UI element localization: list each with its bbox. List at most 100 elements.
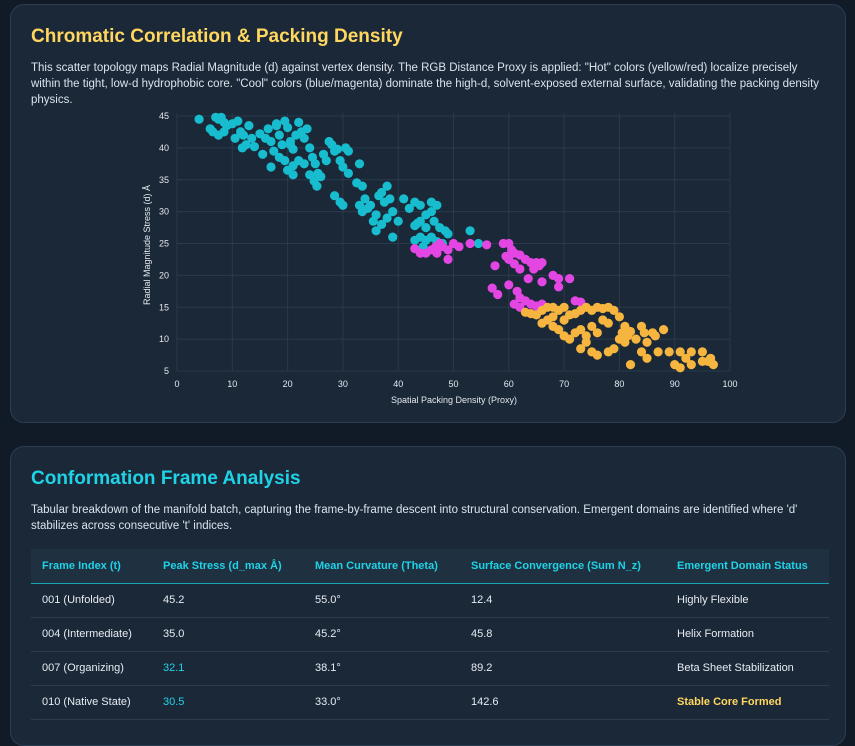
- cyan-data-point: [371, 226, 381, 236]
- cyan-data-point: [316, 172, 326, 182]
- cyan-data-point: [321, 156, 331, 166]
- domain-status-cell: Stable Core Formed: [666, 685, 829, 720]
- gold-data-point: [686, 360, 696, 370]
- cyan-data-point: [368, 216, 378, 226]
- cyan-data-point: [382, 213, 392, 223]
- cyan-data-point: [244, 121, 254, 131]
- table-row: 004 (Intermediate) 35.0 45.2° 45.8 Helix…: [31, 617, 829, 652]
- gold-data-point: [603, 318, 613, 328]
- cyan-data-point: [338, 200, 348, 210]
- magenta-data-point: [554, 274, 564, 284]
- x-tick-label: 90: [670, 379, 680, 389]
- cyan-data-point: [388, 207, 398, 217]
- magenta-data-point: [493, 289, 503, 300]
- y-tick-label: 30: [159, 207, 169, 217]
- cyan-data-point: [237, 143, 247, 153]
- magenta-data-point: [537, 258, 547, 268]
- data-points: [194, 112, 719, 373]
- cyan-data-point: [429, 216, 439, 226]
- cyan-data-point: [382, 181, 392, 191]
- gold-data-point: [559, 331, 569, 341]
- frame-index-cell: 004 (Intermediate): [31, 617, 152, 652]
- gold-data-point: [659, 325, 669, 335]
- cyan-data-point: [410, 235, 420, 245]
- cyan-data-point: [233, 116, 243, 126]
- gold-data-point: [625, 360, 636, 370]
- gold-data-point: [697, 347, 708, 357]
- y-tick-label: 40: [159, 143, 169, 153]
- frame-analysis-table: Frame Index (t) Peak Stress (d_max Å) Me…: [31, 549, 829, 720]
- header-peak-stress: Peak Stress (d_max Å): [152, 549, 304, 584]
- cyan-data-point: [338, 162, 348, 172]
- magenta-data-point: [465, 238, 475, 249]
- cyan-data-point: [426, 207, 436, 217]
- domain-status-cell: Beta Sheet Stabilization: [666, 651, 829, 686]
- cyan-data-point: [271, 119, 282, 129]
- x-tick-label: 60: [504, 379, 514, 389]
- magenta-data-point: [565, 274, 575, 284]
- cyan-data-point: [312, 181, 322, 191]
- cyan-data-point: [393, 216, 403, 226]
- header-surface-convergence: Surface Convergence (Sum N_z): [460, 549, 666, 584]
- y-tick-label: 25: [159, 239, 169, 249]
- magenta-data-point: [443, 245, 453, 255]
- header-mean-curvature: Mean Curvature (Theta): [304, 549, 460, 584]
- x-tick-label: 20: [283, 379, 293, 389]
- domain-status-cell: Helix Formation: [666, 617, 829, 652]
- cyan-data-point: [219, 127, 229, 137]
- x-tick-label: 80: [614, 379, 624, 389]
- gold-data-point: [686, 347, 696, 357]
- y-tick-label: 20: [159, 270, 169, 280]
- cyan-data-point: [399, 194, 409, 204]
- mean-curvature-cell: 55.0°: [304, 583, 460, 618]
- y-tick-label: 35: [159, 175, 169, 185]
- mean-curvature-cell: 33.0°: [304, 685, 460, 720]
- gold-data-point: [609, 305, 619, 315]
- table-header-row: Frame Index (t) Peak Stress (d_max Å) Me…: [31, 549, 829, 584]
- gold-data-point: [650, 331, 660, 341]
- x-tick-label: 10: [227, 379, 237, 389]
- x-tick-label: 100: [722, 379, 737, 389]
- magenta-data-point: [490, 261, 500, 271]
- cyan-data-point: [377, 187, 387, 198]
- magenta-data-point: [537, 277, 547, 287]
- peak-stress-cell: 45.2: [152, 583, 304, 618]
- surface-convergence-cell: 142.6: [460, 685, 666, 720]
- gold-data-point: [581, 337, 591, 347]
- gold-data-point: [576, 344, 586, 354]
- cyan-data-point: [277, 140, 287, 150]
- x-tick-label: 30: [338, 379, 348, 389]
- cyan-data-point: [266, 162, 276, 172]
- cyan-data-point: [274, 130, 284, 140]
- gold-data-point: [675, 347, 685, 357]
- gold-data-point: [642, 337, 652, 347]
- gold-data-point: [603, 347, 613, 357]
- cyan-data-point: [332, 144, 342, 154]
- cyan-data-point: [404, 203, 414, 213]
- magenta-data-point: [554, 282, 564, 292]
- cyan-data-point: [230, 133, 240, 143]
- surface-convergence-cell: 12.4: [460, 583, 666, 618]
- cyan-data-point: [415, 200, 425, 210]
- table-section-description: Tabular breakdown of the manifold batch,…: [31, 504, 798, 532]
- cyan-data-point: [377, 219, 387, 229]
- cyan-data-point: [465, 226, 475, 236]
- magenta-data-point: [504, 280, 514, 290]
- table-row: 001 (Unfolded) 45.2 55.0° 12.4 Highly Fl…: [31, 583, 829, 618]
- cyan-data-point: [310, 159, 320, 169]
- cyan-data-point: [443, 229, 453, 239]
- cyan-data-point: [354, 159, 365, 169]
- cyan-data-point: [266, 136, 276, 147]
- magenta-data-point: [443, 254, 453, 264]
- chart-section-description: This scatter topology maps Radial Magnit…: [31, 62, 820, 106]
- y-tick-label: 10: [159, 334, 169, 344]
- cyan-data-point: [365, 200, 376, 210]
- cyan-data-point: [280, 156, 290, 166]
- cyan-data-point: [330, 191, 340, 201]
- chart-card: Chromatic Correlation & Packing Density …: [10, 4, 846, 423]
- tick-labels: 0 10 20 30 40 50 60 70 80 90 100 5 10 15 20 25 30 35 40 45: [159, 111, 738, 389]
- y-tick-label: 5: [164, 366, 169, 376]
- cyan-data-point: [410, 221, 420, 231]
- magenta-data-point: [515, 264, 525, 274]
- peak-stress-cell: 30.5: [152, 685, 304, 720]
